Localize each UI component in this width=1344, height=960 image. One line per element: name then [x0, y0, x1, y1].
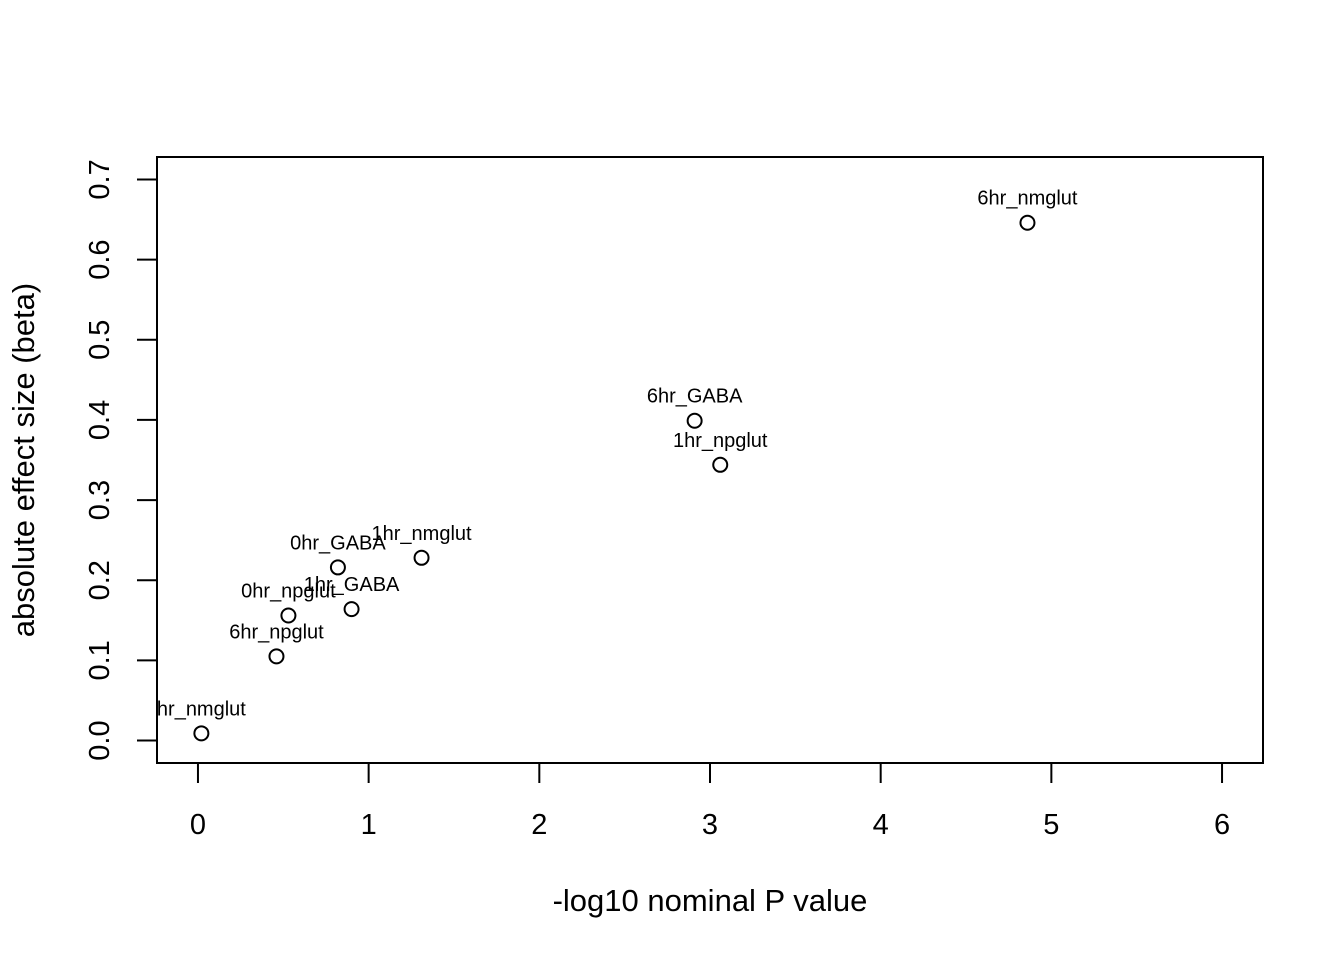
x-tick-label: 3 — [702, 809, 718, 841]
data-point — [686, 412, 703, 429]
point-label: 1hr_nmglut — [372, 523, 473, 545]
point-label: 0hr_npglut — [241, 581, 336, 603]
x-tick-label: 1 — [361, 809, 377, 841]
x-tick-label: 6 — [1214, 809, 1230, 841]
data-point — [413, 549, 430, 566]
data-point — [193, 725, 210, 742]
point-label: 6hr_npglut — [229, 621, 324, 643]
y-axis-title: absolute effect size (beta) — [6, 283, 41, 637]
x-tick-label: 0 — [190, 809, 206, 841]
data-point — [329, 559, 346, 576]
y-tick-label: 0.0 — [84, 720, 116, 760]
y-axis: 0.0 0.1 0.2 0.3 0.4 0.5 0.6 0.7 — [84, 159, 158, 761]
plot-frame — [156, 156, 1264, 764]
point-label: 6hr_GABA — [647, 386, 743, 408]
point-label: hr_nmglut — [157, 698, 246, 720]
y-tick-label: 0.3 — [84, 480, 116, 520]
point-label: 6hr_nmglut — [977, 188, 1078, 210]
data-point — [712, 456, 729, 473]
x-axis-title: -log10 nominal P value — [553, 883, 868, 918]
x-tick-label: 4 — [873, 809, 889, 841]
point-label: 0hr_GABA — [290, 532, 386, 554]
y-tick-label: 0.7 — [84, 159, 116, 199]
point-label: 1hr_GABA — [304, 574, 400, 596]
y-tick-label: 0.2 — [84, 560, 116, 600]
data-point — [280, 607, 297, 624]
point-label: 1hr_npglut — [673, 430, 768, 452]
data-points: hr_nmglut6hr_npglut0hr_npglut0hr_GABA1hr… — [157, 188, 1078, 742]
data-point — [268, 648, 285, 665]
y-tick-label: 0.5 — [84, 320, 116, 360]
x-tick-label: 5 — [1043, 809, 1059, 841]
y-tick-label: 0.1 — [84, 640, 116, 680]
y-tick-label: 0.4 — [84, 400, 116, 440]
y-tick-label: 0.6 — [84, 239, 116, 279]
x-tick-label: 2 — [531, 809, 547, 841]
data-point — [1019, 214, 1036, 231]
data-point — [343, 601, 360, 618]
x-axis: 0 1 2 3 4 5 6 — [190, 762, 1230, 841]
